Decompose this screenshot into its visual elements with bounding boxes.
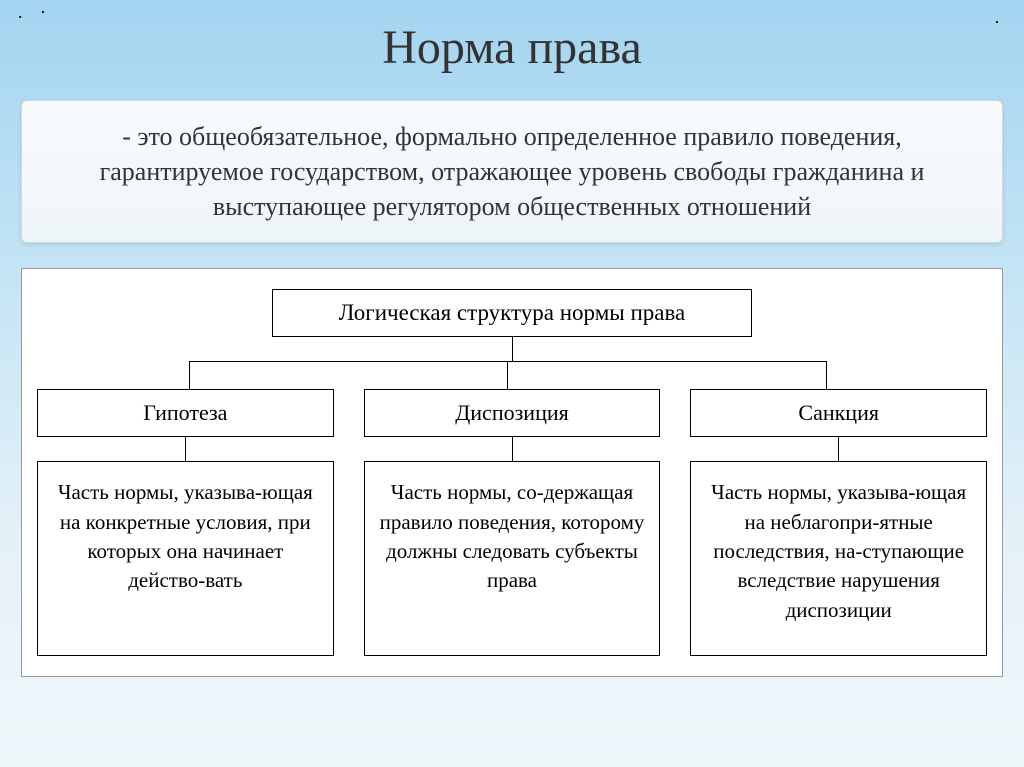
col-connector [512,437,513,461]
connector-vline-1 [189,361,190,389]
connector-area [37,337,987,389]
col-header: Диспозиция [364,389,661,437]
col-body: Часть нормы, со-держащая правило поведен… [364,461,661,656]
dot-decor: · [994,12,1000,33]
column-sanction: Санкция Часть нормы, указыва-ющая на неб… [690,389,987,656]
definition-text: - это общеобязательное, формально опреде… [52,119,972,224]
connector-vline-3 [826,361,827,389]
diagram-container: . · · Логическая структура нормы права Г… [21,268,1003,677]
columns-row: Гипотеза Часть нормы, указыва-ющая на ко… [37,389,987,656]
column-hypothesis: Гипотеза Часть нормы, указыва-ющая на ко… [37,389,334,656]
definition-box: - это общеобязательное, формально опреде… [21,100,1003,243]
connector-vline-2 [507,361,508,389]
col-body: Часть нормы, указыва-ющая на неблагопри-… [690,461,987,656]
page-title: Норма права [15,20,1009,75]
col-header: Гипотеза [37,389,334,437]
dot-decor: · [40,2,46,23]
col-header: Санкция [690,389,987,437]
col-connector [838,437,839,461]
col-connector [185,437,186,461]
connector-vline-top [512,337,513,361]
column-disposition: Диспозиция Часть нормы, со-держащая прав… [364,389,661,656]
diagram-header: Логическая структура нормы права [272,289,752,337]
col-body: Часть нормы, указыва-ющая на конкретные … [37,461,334,656]
dot-decor: . [18,2,23,23]
